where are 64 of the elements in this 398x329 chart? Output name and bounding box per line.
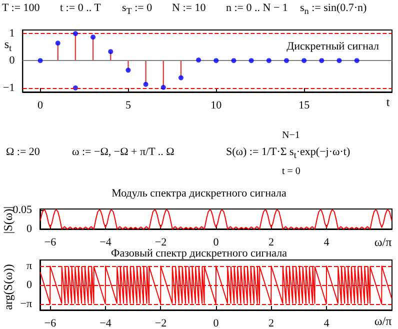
x-tick-label: 15 [298, 100, 310, 112]
point [55, 40, 60, 46]
chart-title: Модуль спектра дискретного сигнала [112, 188, 286, 200]
point [72, 31, 78, 36]
point [302, 58, 307, 64]
text: N−1 [282, 130, 300, 141]
text: N := 10 [172, 2, 206, 14]
y-axis-title: |S(ω)| [1, 206, 15, 234]
point [354, 58, 360, 64]
text: Ω := 20 [6, 146, 40, 158]
point [319, 58, 324, 64]
x-axis-title: ω/π [374, 235, 392, 249]
x-tick-label: 4 [324, 236, 330, 248]
y-axis-title: arg(S(ω)) [1, 264, 15, 310]
text: t := 0 .. T [60, 2, 101, 14]
text: Дискретный сигнал [286, 40, 380, 52]
line-series [40, 266, 392, 304]
y-tick-label: −1 [2, 82, 15, 94]
y-tick-label: 0 [26, 223, 32, 235]
point [108, 49, 114, 54]
text: s$_{n}$ := sin(0.7·n) [300, 2, 367, 16]
point [214, 58, 219, 64]
y-tick-label: −π [20, 298, 32, 310]
chart-title: Фазовый спектр дискретного сигнала [111, 248, 288, 260]
text: S(ω) := 1/T·Σ s$_{t}$·exp(−j·ω·t) [226, 146, 350, 160]
x-tick-label: −6 [44, 318, 57, 329]
point [143, 82, 148, 87]
point [90, 34, 96, 40]
point [196, 58, 202, 63]
x-tick-label: 2 [268, 318, 274, 329]
text: s$_{T}$ := 0 [122, 2, 152, 16]
point [160, 84, 166, 90]
point [126, 68, 131, 73]
text: T := 100 [2, 2, 40, 14]
x-tick-label: −4 [100, 236, 112, 248]
x-tick-label: −2 [154, 236, 167, 248]
x-tick-label: 0 [38, 100, 44, 112]
y-tick-label: 1 [9, 27, 15, 40]
point [284, 58, 289, 64]
x-tick-label: 4 [324, 318, 330, 329]
point [38, 58, 43, 64]
point [231, 58, 236, 64]
x-tick-label: −2 [154, 318, 167, 329]
y-tick-label: π [26, 260, 32, 272]
point [266, 58, 272, 64]
point [178, 75, 184, 80]
x-tick-label: 5 [125, 100, 132, 112]
text: t = 0 [282, 166, 300, 177]
x-tick-label: −6 [44, 236, 57, 248]
x-tick-label: −4 [100, 318, 112, 329]
point [336, 58, 342, 64]
y-tick-label: 0 [26, 279, 32, 291]
x-tick-label: 0 [213, 236, 220, 248]
x-axis-title: t [386, 95, 390, 109]
y-tick-label: 0 [9, 54, 16, 67]
x-tick-label: 2 [268, 236, 274, 248]
line-series [40, 209, 392, 230]
x-axis-title: ω/π [374, 314, 392, 328]
text: n := 0 .. N − 1 [226, 2, 288, 14]
x-tick-label: 0 [213, 318, 220, 329]
y-tick-label: 0.05 [12, 204, 32, 216]
x-tick-label: 10 [210, 100, 222, 112]
text: ω := −Ω, −Ω + π/T .. Ω [72, 146, 174, 158]
point [248, 58, 254, 64]
